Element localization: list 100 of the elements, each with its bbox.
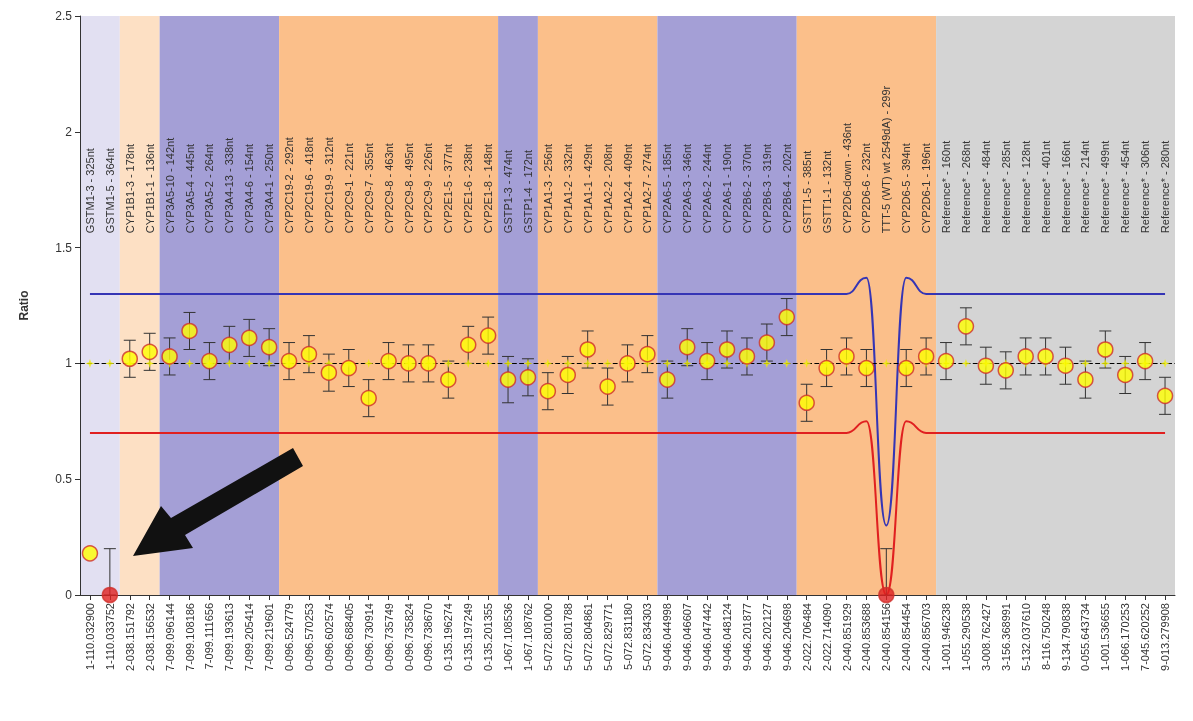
annotation: GSTM1-3 - 325nt: [83, 148, 96, 234]
x-tick-label: 1-055.290538: [959, 603, 972, 671]
annotation: CYP2C19-2 - 292nt: [283, 137, 296, 234]
annotation: Reference* - 128nt: [1019, 140, 1032, 234]
x-tick-label: 9-046.204698: [780, 603, 793, 671]
annotation: CYP2E1-5 - 377nt: [442, 143, 455, 234]
annotation: CYP1A2-2 - 208nt: [601, 143, 614, 234]
annotation: Reference* - 214nt: [1079, 140, 1092, 234]
annotation: CYP2D6-6 - 232nt: [860, 143, 873, 234]
annotation: Reference* - 499nt: [1099, 140, 1112, 234]
annotation: Reference* - 280nt: [1159, 140, 1172, 234]
annotation: GSTM1-5 - 364nt: [103, 148, 116, 234]
x-tick-label: 7-099.096144: [163, 603, 176, 671]
annotation: GSTT1-1 - 132nt: [820, 150, 833, 234]
annotation: Reference* - 306nt: [1139, 140, 1152, 234]
y-tick-label: 2.5: [55, 9, 73, 23]
annotation: CYP3A5-4 - 445nt: [183, 143, 196, 234]
x-tick-label: 0-096.735749: [382, 603, 395, 671]
x-tick-label: 0-096.730914: [362, 603, 375, 671]
x-tick-label: 9-046.202127: [760, 603, 773, 671]
annotation: Reference* - 484nt: [979, 140, 992, 234]
annotation: CYP2C9-8 - 495nt: [402, 143, 415, 234]
annotation: CYP3A5-10 - 142nt: [163, 137, 176, 234]
x-tick-label: 1-067.108762: [521, 603, 534, 671]
x-tick-label: 9-046.048124: [721, 603, 734, 671]
x-tick-label: 2-040.851929: [840, 603, 853, 671]
annotation: Reference* - 160nt: [940, 140, 953, 234]
x-tick-label: 2-040.853688: [860, 603, 873, 671]
x-tick-label: 1-110.033752: [103, 603, 116, 671]
x-tick-label: 9-134.790838: [1059, 603, 1072, 671]
annotation: CYP2D6-5 - 394nt: [900, 143, 913, 234]
annotation: Reference* - 285nt: [999, 140, 1012, 234]
x-tick-label: 2-022.706484: [800, 603, 813, 671]
annotation: CYP1A2-7 - 274nt: [641, 143, 654, 234]
annotation: CYP3A4-13 - 338nt: [223, 137, 236, 234]
annotation: CYP2C9-9 - 226nt: [422, 143, 435, 234]
annotation: GSTT1-5 - 385nt: [800, 150, 813, 234]
x-tick-label: 7-099.108186: [183, 603, 196, 671]
x-tick-label: 7-099.111656: [203, 603, 216, 670]
x-tick-label: 2-040.854454: [900, 603, 913, 671]
x-tick-label: 5-072.801788: [561, 603, 574, 671]
x-tick-label: 3-156.368991: [999, 603, 1012, 671]
annotation: CYP2E1-8 - 148nt: [482, 143, 495, 234]
y-tick-label: 0: [65, 588, 73, 602]
annotation: CYP3A4-6 - 154nt: [243, 143, 256, 234]
annotation: CYP1B1-3 - 178nt: [123, 143, 136, 234]
y-tick-label: 1: [65, 356, 73, 371]
x-tick-label: 0-055.643734: [1079, 603, 1092, 671]
annotation: CYP2A6-3 - 346nt: [681, 143, 694, 234]
annotation: Reference* - 166nt: [1059, 140, 1072, 234]
annotation: CYP1A1-2 - 332nt: [561, 143, 574, 234]
annotation: CYP1A2-4 - 409nt: [621, 143, 634, 234]
annotation: TTT-5 (WT) wt 2549dA) - 299r: [880, 85, 893, 234]
annotation: CYP2C9-8 - 463nt: [382, 143, 395, 234]
annotation: CYP1A1-3 - 256nt: [541, 143, 554, 234]
annotation: CYP3A5-2 - 264nt: [203, 143, 216, 234]
annotation: CYP1B1-1 - 136nt: [143, 143, 156, 234]
annotation: CYP2C19-6 - 418nt: [302, 137, 315, 234]
x-tick-label: 5-072.834303: [641, 603, 654, 671]
x-tick-label: 0-096.735824: [402, 603, 415, 671]
x-tick-label: 9-013.279908: [1159, 603, 1172, 671]
y-tick-label: 0.5: [55, 472, 73, 487]
x-tick-label: 1-001.946238: [940, 603, 953, 671]
annotation: CYP2C9-1 - 221nt: [342, 143, 355, 234]
x-tick-label: 0-096.570253: [302, 603, 315, 671]
x-tick-label: 7-099.219601: [263, 603, 276, 671]
x-tick-label: 1-067.108536: [502, 603, 515, 671]
x-tick-label: 2-038.156532: [143, 603, 156, 671]
annotation: Reference* - 268nt: [959, 140, 972, 234]
annotation: CYP2B6-2 - 370nt: [740, 143, 753, 234]
annotation: GSTP1-3 - 474nt: [502, 149, 515, 234]
annotation: Reference* - 401nt: [1039, 140, 1052, 234]
x-tick-label: 5-072.831180: [621, 603, 634, 671]
x-tick-label: 0-096.524779: [283, 603, 296, 671]
annotation: CYP2A6-5 - 185nt: [661, 143, 674, 234]
annotation: CYP2B6-4 - 202nt: [780, 143, 793, 234]
annotation: CYP2B6-3 - 319nt: [760, 143, 773, 234]
x-tick-label: 3-008.762427: [979, 603, 992, 671]
annotation: GSTP1-4 - 172nt: [521, 149, 534, 234]
annotation: CYP2C19-9 - 312nt: [322, 137, 335, 234]
x-tick-label: 7-099.193613: [223, 603, 236, 671]
annotation: CYP1A1-1 - 429nt: [581, 143, 594, 234]
annotation: Reference* - 454nt: [1119, 140, 1132, 234]
x-tick-label: 0-096.602574: [322, 603, 335, 671]
x-tick-label: 5-072.801000: [541, 603, 554, 671]
x-tick-label: 2-040.854156: [880, 603, 893, 671]
x-tick-label: 1-110.032900: [83, 603, 96, 671]
x-tick-label: 0-135.201355: [482, 603, 495, 671]
annotation: CYP2A6-1 - 190nt: [721, 143, 734, 234]
x-tick-label: 1-001.536655: [1099, 603, 1112, 671]
x-tick-label: 0-096.738670: [422, 603, 435, 671]
annotation: CYP2D6-down - 436nt: [840, 123, 853, 234]
x-tick-label: 2-040.856703: [920, 603, 933, 671]
y-tick-label: 1.5: [55, 240, 73, 255]
y-axis-title: Ratio: [17, 290, 31, 321]
x-tick-label: 9-046.047442: [701, 603, 714, 671]
x-tick-label: 5-072.804861: [581, 603, 594, 671]
x-tick-label: 9-046.044998: [661, 603, 674, 671]
x-tick-label: 5-072.829771: [601, 603, 614, 671]
annotation: CYP2A6-2 - 244nt: [701, 143, 714, 234]
